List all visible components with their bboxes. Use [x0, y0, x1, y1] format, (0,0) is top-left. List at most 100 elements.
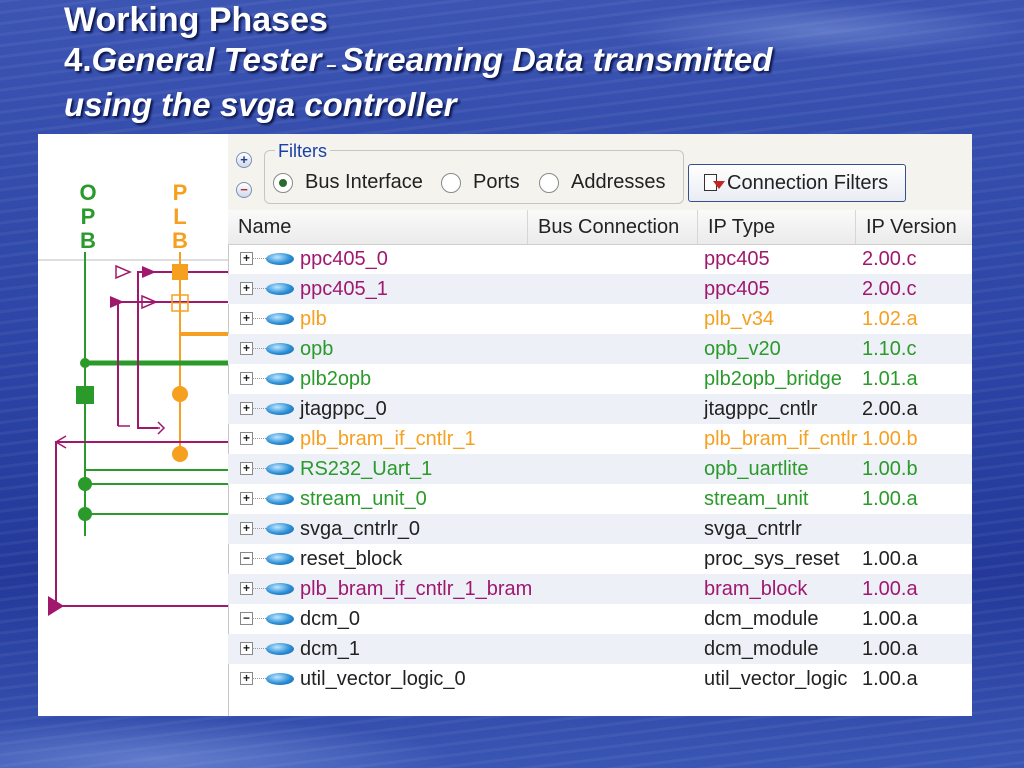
radio-dot-icon[interactable]	[539, 172, 559, 193]
row-ip-version: 1.00.a	[862, 638, 918, 660]
ip-core-icon	[266, 283, 294, 295]
table-row[interactable]: − reset_block proc_sys_reset 1.00.a	[228, 544, 972, 574]
connection-filters-button[interactable]: Connection Filters	[688, 164, 906, 202]
column-header-ip-version[interactable]: IP Version	[866, 216, 957, 238]
expand-icon[interactable]: +	[240, 252, 253, 265]
filters-legend: Filters	[275, 141, 330, 162]
title-dash: –	[321, 55, 342, 75]
ip-core-icon	[266, 253, 294, 265]
table-row[interactable]: + plb plb_v34 1.02.a	[228, 304, 972, 334]
tree-connector	[252, 408, 266, 409]
tree-connector	[252, 648, 266, 649]
ip-core-icon	[266, 343, 294, 355]
tree-connector	[252, 498, 266, 499]
row-name: opb	[300, 338, 334, 360]
bus-label-letter: B	[172, 228, 188, 253]
row-ip-version: 1.02.a	[862, 308, 918, 330]
row-ip-version: 1.00.b	[862, 428, 918, 450]
ip-core-icon	[266, 463, 294, 475]
row-ip-type: opb_v20	[704, 338, 781, 360]
ip-core-icon	[266, 523, 294, 535]
table-row[interactable]: + opb opb_v20 1.10.c	[228, 334, 972, 364]
title-number: 4.	[64, 41, 92, 78]
row-ip-type: dcm_module	[704, 608, 819, 630]
radio-addresses[interactable]: Addresses	[539, 171, 666, 194]
row-name: jtagppc_0	[300, 398, 387, 420]
tree-connector	[252, 348, 266, 349]
ip-core-icon	[266, 613, 294, 625]
row-name: dcm_1	[300, 638, 361, 660]
row-name: plb_bram_if_cntlr_1_bram	[300, 578, 533, 600]
bus-label-letter: B	[80, 228, 96, 253]
slide-title: Working Phases 4.General Tester – Stream…	[64, 0, 772, 125]
expand-all-icon[interactable]: +	[236, 152, 252, 168]
radio-ports[interactable]: Ports	[441, 171, 520, 194]
tree-connector	[252, 438, 266, 439]
ip-core-icon	[266, 673, 294, 685]
ip-core-icon	[266, 313, 294, 325]
title-line-1: Working Phases	[64, 1, 328, 39]
bus-label-letter: O	[79, 180, 96, 205]
row-ip-type: ppc405	[704, 278, 770, 300]
table-row[interactable]: − dcm_0 dcm_module 1.00.a	[228, 604, 972, 634]
row-ip-type: dcm_module	[704, 638, 819, 660]
table-header: Name Bus Connection IP Type IP Version	[228, 210, 972, 245]
row-ip-type: plb_bram_if_cntlr	[704, 428, 858, 450]
ip-core-icon	[266, 643, 294, 655]
column-header-ip-type[interactable]: IP Type	[698, 210, 856, 244]
row-ip-version: 2.00.c	[862, 248, 917, 270]
radio-dot-icon[interactable]	[441, 172, 461, 193]
expand-icon[interactable]: +	[240, 432, 253, 445]
table-row[interactable]: + svga_cntrlr_0 svga_cntrlr	[228, 514, 972, 544]
filters-group: Filters Bus Interface Ports Addresses	[264, 141, 684, 204]
row-ip-version: 1.00.a	[862, 668, 918, 690]
table-row[interactable]: + plb_bram_if_cntlr_1_bram bram_block 1.00.…	[228, 574, 972, 604]
row-ip-version: 2.00.a	[862, 398, 918, 420]
collapse-icon[interactable]: −	[240, 612, 253, 625]
row-ip-type: jtagppc_cntlr	[704, 398, 818, 420]
table-row[interactable]: + ppc405_0 ppc405 2.00.c	[228, 244, 972, 274]
row-name: plb	[300, 308, 327, 330]
table-row[interactable]: + plb2opb plb2opb_bridge 1.01.a	[228, 364, 972, 394]
table-row[interactable]: + plb_bram_if_cntlr_1 plb_bram_if_cntlr 1.0…	[228, 424, 972, 454]
row-name: plb2opb	[300, 368, 372, 390]
title-part-b: Streaming Data transmitted	[341, 41, 773, 78]
ip-core-icon	[266, 403, 294, 415]
row-ip-type: ppc405	[704, 248, 770, 270]
tree-connector	[252, 318, 266, 319]
table-row[interactable]: + stream_unit_0 stream_unit 1.00.a	[228, 484, 972, 514]
title-part-a: General Tester	[91, 41, 322, 78]
bus-label-letter: P	[173, 180, 188, 205]
table-row[interactable]: + dcm_1 dcm_module 1.00.a	[228, 634, 972, 664]
ip-core-icon	[266, 553, 294, 565]
table-row[interactable]: + jtagppc_0 jtagppc_cntlr 2.00.a	[228, 394, 972, 424]
row-ip-version: 1.01.a	[862, 368, 918, 390]
row-ip-version: 1.00.a	[862, 578, 918, 600]
row-ip-type: proc_sys_reset	[704, 548, 840, 570]
tree-connector	[252, 288, 266, 289]
column-header-bus-connection[interactable]: Bus Connection	[528, 210, 698, 244]
row-ip-type: opb_uartlite	[704, 458, 809, 480]
radio-dot-selected-icon[interactable]	[273, 172, 293, 193]
row-ip-version: 1.00.a	[862, 488, 918, 510]
ip-core-icon	[266, 493, 294, 505]
ip-core-icon	[266, 373, 294, 385]
expand-icon[interactable]: +	[240, 402, 253, 415]
table-row[interactable]: + ppc405_1 ppc405 2.00.c	[228, 274, 972, 304]
tree-connector	[252, 528, 266, 529]
table-row[interactable]: + util_vector_logic_0 util_vector_logic 1.0…	[228, 664, 972, 694]
expand-icon[interactable]: +	[240, 372, 253, 385]
radio-bus-interface[interactable]: Bus Interface	[273, 171, 423, 194]
row-ip-version: 1.10.c	[862, 338, 917, 360]
row-name: ppc405_0	[300, 248, 388, 270]
tree-connector	[252, 258, 266, 259]
column-header-name[interactable]: Name	[228, 210, 528, 244]
expand-icon[interactable]: +	[240, 582, 253, 595]
table-row[interactable]: + RS232_Uart_1 opb_uartlite 1.00.b	[228, 454, 972, 484]
row-name: plb_bram_if_cntlr_1	[300, 428, 476, 450]
collapse-all-icon[interactable]: −	[236, 182, 252, 198]
